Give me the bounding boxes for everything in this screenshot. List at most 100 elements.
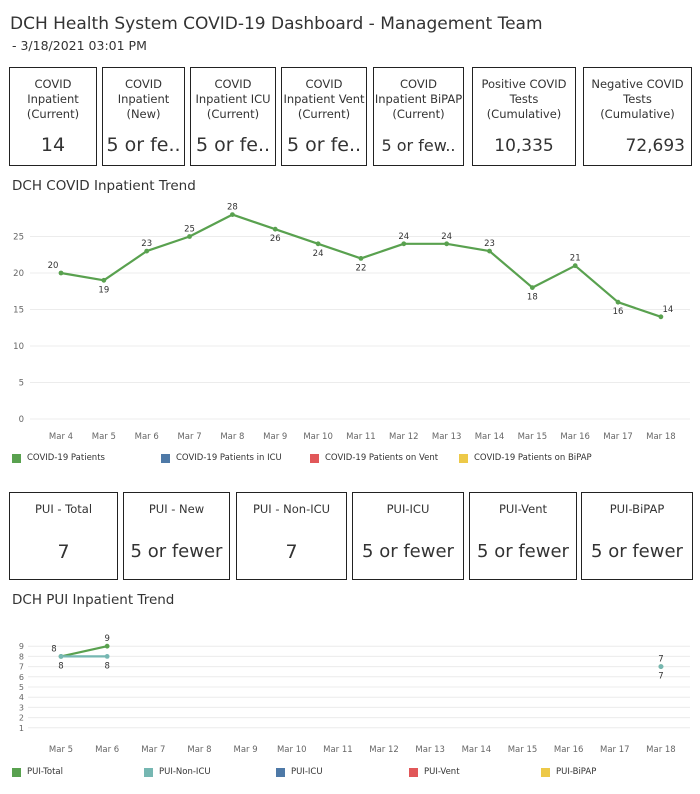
legend-swatch: [409, 767, 418, 777]
y-tick-label: 4: [19, 693, 24, 702]
kpi-label: PUI - New: [148, 502, 205, 516]
data-label: 25: [184, 225, 195, 235]
x-tick-label: Mar 11: [323, 745, 353, 755]
legend-item-covid-vent[interactable]: COVID-19 Patients on Vent: [310, 453, 438, 463]
kpi-value: 5 or fe..: [286, 134, 362, 156]
legend-label: COVID-19 Patients in ICU: [176, 453, 282, 463]
kpi-label: PUI-ICU: [386, 502, 430, 516]
data-label: 21: [570, 254, 581, 264]
data-label: 9: [104, 634, 109, 644]
inpatient-trend-title: DCH COVID Inpatient Trend: [12, 178, 196, 194]
data-label: 22: [356, 263, 367, 273]
kpi-value: 5 or fewer: [130, 541, 223, 562]
legend-item-covid-patients[interactable]: COVID-19 Patients: [12, 453, 105, 463]
data-label: 14: [662, 305, 673, 315]
data-point: [58, 270, 64, 276]
data-point: [658, 314, 664, 320]
legend-swatch: [144, 767, 153, 777]
x-tick-label: Mar 8: [187, 745, 211, 755]
y-tick-label: 15: [13, 306, 24, 316]
kpi-covid-inpatient-vent[interactable]: COVID Inpatient Vent (Current) 5 or fe..: [281, 67, 367, 166]
legend-item-pui-non-icu[interactable]: PUI-Non-ICU: [144, 767, 211, 777]
legend-item-pui-icu[interactable]: PUI-ICU: [276, 767, 323, 777]
data-point: [529, 285, 535, 290]
x-tick-label: Mar 15: [508, 745, 538, 755]
data-point: [615, 299, 621, 305]
data-label: 19: [98, 285, 109, 295]
legend-item-pui-bipap[interactable]: PUI-BiPAP: [541, 767, 596, 777]
legend-swatch: [12, 767, 21, 777]
legend-label: PUI-ICU: [291, 767, 323, 777]
kpi-value: 5 or fe..: [195, 134, 271, 156]
data-point: [144, 248, 150, 254]
kpi-covid-inpatient-new[interactable]: COVID Inpatient (New) 5 or fe..: [102, 67, 185, 166]
legend-item-pui-vent[interactable]: PUI-Vent: [409, 767, 460, 777]
kpi-label: COVID Inpatient (New): [117, 77, 170, 121]
legend-item-covid-bipap[interactable]: COVID-19 Patients on BiPAP: [459, 453, 592, 463]
legend-item-pui-total[interactable]: PUI-Total: [12, 767, 63, 777]
legend-item-covid-icu[interactable]: COVID-19 Patients in ICU: [161, 453, 282, 463]
y-tick-label: 5: [19, 379, 24, 389]
kpi-pui-icu[interactable]: PUI-ICU 5 or fewer: [352, 492, 464, 580]
x-tick-label: Mar 10: [303, 432, 333, 442]
y-tick-label: 0: [19, 415, 24, 425]
legend-swatch: [12, 453, 21, 463]
y-tick-label: 9: [19, 642, 24, 651]
data-label: 26: [270, 234, 281, 244]
kpi-label: Positive COVID Tests (Cumulative): [481, 77, 567, 121]
x-tick-label: Mar 5: [49, 745, 73, 755]
dashboard-title: DCH Health System COVID-19 Dashboard - M…: [10, 14, 543, 34]
x-tick-label: Mar 5: [92, 432, 116, 442]
data-point: [572, 263, 578, 269]
x-tick-label: Mar 18: [646, 432, 676, 442]
x-tick-label: Mar 10: [277, 745, 307, 755]
legend-swatch: [459, 453, 468, 463]
kpi-covid-inpatient-icu[interactable]: COVID Inpatient ICU (Current) 5 or fe..: [190, 67, 276, 166]
x-tick-label: Mar 8: [220, 432, 244, 442]
kpi-label: PUI - Non-ICU: [252, 502, 331, 516]
kpi-label: COVID Inpatient Vent (Current): [283, 77, 365, 121]
legend-swatch: [276, 767, 285, 777]
x-tick-label: Mar 18: [646, 745, 676, 755]
x-tick-label: Mar 16: [554, 745, 584, 755]
data-label: 7: [658, 655, 663, 665]
legend-swatch: [310, 453, 319, 463]
kpi-value: 5 or fewer: [362, 541, 454, 562]
data-point: [272, 226, 278, 232]
inpatient-trend-chart[interactable]: 0 5 10 15 20 25 Mar 4 Mar 5 Mar 6 Mar 7 Mar 8 Mar 9…: [0, 195, 700, 445]
x-tick-label: Mar 9: [263, 432, 287, 442]
kpi-value: 10,335: [494, 136, 554, 156]
data-label: 24: [398, 232, 409, 242]
data-label: 8: [104, 661, 109, 671]
y-tick-label: 5: [19, 683, 24, 692]
x-tick-label: Mar 6: [135, 432, 159, 442]
x-tick-label: Mar 7: [177, 432, 201, 442]
legend-label: PUI-BiPAP: [556, 767, 597, 777]
kpi-covid-inpatient-bipap[interactable]: COVID Inpatient BiPAP (Current) 5 or few…: [373, 67, 464, 166]
kpi-covid-inpatient-current[interactable]: COVID Inpatient (Current) 14: [9, 67, 97, 166]
kpi-label: Negative COVID Tests (Cumulative): [591, 77, 684, 121]
legend-label: COVID-19 Patients on BiPAP: [474, 453, 592, 463]
y-tick-label: 20: [13, 269, 24, 279]
kpi-label: PUI-Vent: [498, 502, 548, 516]
x-tick-label: Mar 14: [462, 745, 492, 755]
kpi-positive-covid-tests[interactable]: Positive COVID Tests (Cumulative) 10,335: [472, 67, 576, 166]
dashboard-timestamp: - 3/18/2021 03:01 PM: [12, 38, 147, 53]
kpi-pui-non-icu[interactable]: PUI - Non-ICU 7: [236, 492, 347, 580]
kpi-pui-bipap[interactable]: PUI-BiPAP 5 or fewer: [581, 492, 693, 580]
legend-label: COVID-19 Patients on Vent: [325, 453, 439, 463]
y-tick-label: 25: [13, 233, 24, 243]
x-tick-label: Mar 11: [346, 432, 376, 442]
kpi-value: 7: [285, 541, 298, 563]
kpi-pui-new[interactable]: PUI - New 5 or fewer: [123, 492, 230, 580]
data-label: 20: [48, 261, 59, 271]
data-label: 8: [51, 644, 56, 654]
kpi-pui-vent[interactable]: PUI-Vent 5 or fewer: [469, 492, 577, 580]
y-tick-label: 8: [19, 652, 24, 661]
kpi-negative-covid-tests[interactable]: Negative COVID Tests (Cumulative) 72,693: [583, 67, 692, 166]
data-label: 24: [441, 232, 452, 242]
kpi-pui-total[interactable]: PUI - Total 7: [9, 492, 118, 580]
x-tick-label: Mar 4: [49, 432, 73, 442]
y-tick-label: 7: [19, 663, 24, 672]
